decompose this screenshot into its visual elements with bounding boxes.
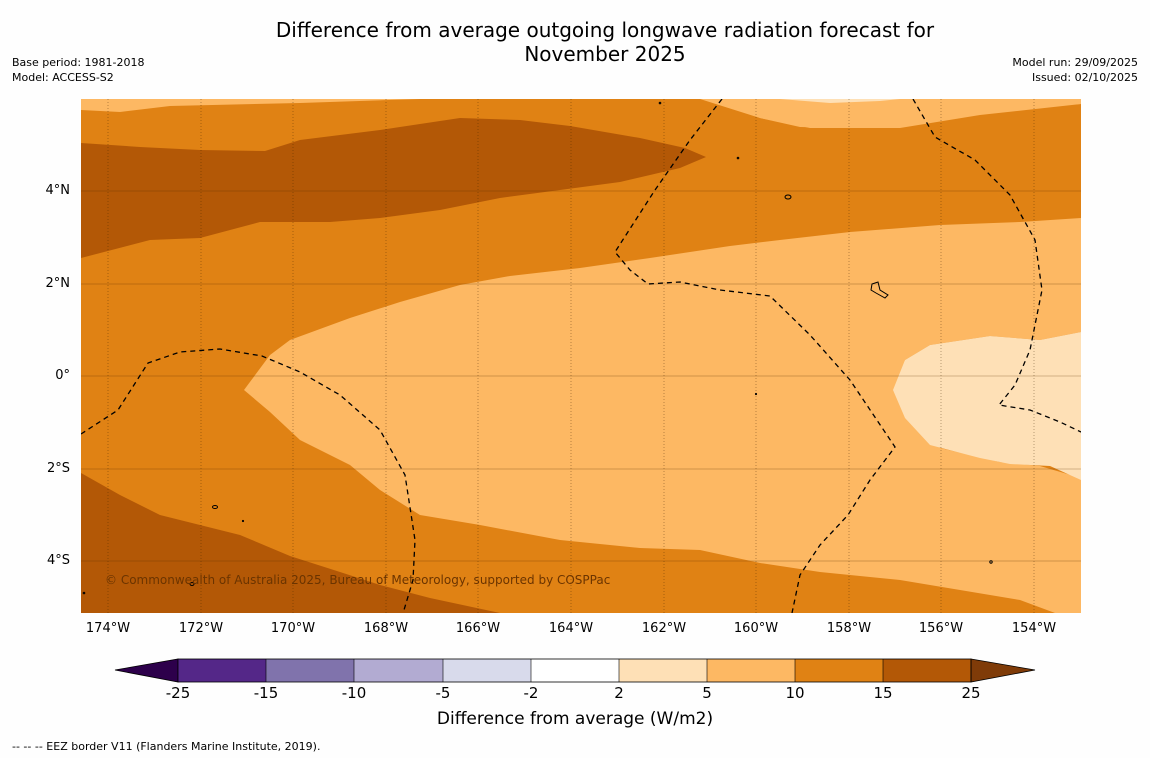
map-plot-area: © Commonwealth of Australia 2025, Bureau… xyxy=(81,99,1081,613)
colorbar-tick-label: -2 xyxy=(523,684,539,702)
model-run: Model run: 29/09/2025 xyxy=(1012,56,1138,69)
contour-2-5-top xyxy=(780,99,900,103)
meta-right: Model run: 29/09/2025 Issued: 02/10/2025 xyxy=(1012,55,1138,85)
map-title: Difference from average outgoing longwav… xyxy=(200,18,1010,66)
colorbar-bin-3 xyxy=(354,659,443,682)
contour-5-10-central xyxy=(244,218,1081,613)
colorbar-tick-label: 5 xyxy=(702,684,712,702)
colorbar-title: Difference from average (W/m2) xyxy=(436,709,714,729)
colorbar-bin-2 xyxy=(266,659,354,682)
lat-label: 4°N xyxy=(45,183,71,198)
lon-label: 168°W xyxy=(363,621,409,636)
lat-label: 4°S xyxy=(46,553,70,568)
colorbar-bin-4 xyxy=(443,659,531,682)
colorbar-tick-label: -5 xyxy=(435,684,451,702)
lon-label: 166°W xyxy=(455,621,501,636)
lon-label: 174°W xyxy=(85,621,131,636)
colorbar-tick-label: -25 xyxy=(165,684,191,702)
colorbar-min-extend xyxy=(114,658,179,683)
model-name: Model: ACCESS-S2 xyxy=(12,71,114,84)
colorbar-tick-label: 10 xyxy=(785,684,805,702)
colorbar-bin-7 xyxy=(707,659,795,682)
map-title-line1: Difference from average outgoing longwav… xyxy=(275,18,935,42)
lon-label: 158°W xyxy=(826,621,872,636)
map-title-line2: November 2025 xyxy=(524,42,686,66)
colorbar-bin-8 xyxy=(795,659,883,682)
eez-footnote: -- -- -- EEZ border V11 (Flanders Marine… xyxy=(12,740,321,753)
lon-label: 170°W xyxy=(270,621,316,636)
lon-label: 156°W xyxy=(918,621,964,636)
colorbar-bin-5 xyxy=(531,659,619,682)
contour-15-25-north xyxy=(81,118,706,258)
copyright-text: © Commonwealth of Australia 2025, Bureau… xyxy=(105,573,610,587)
lon-label: 172°W xyxy=(178,621,224,636)
colorbar-tick-label: 25 xyxy=(961,684,981,702)
colorbar xyxy=(114,658,1036,683)
lat-label: 0° xyxy=(55,368,70,383)
lon-label: 164°W xyxy=(548,621,594,636)
base-period: Base period: 1981-2018 xyxy=(12,56,145,69)
lat-label: 2°S xyxy=(46,461,70,476)
eez-borders xyxy=(81,99,1081,613)
colorbar-max-extend xyxy=(970,658,1036,683)
colorbar-tick-label: 2 xyxy=(614,684,624,702)
lat-label: 2°N xyxy=(45,276,71,291)
contour-5-10-top-right xyxy=(720,99,1081,128)
lon-label: 162°W xyxy=(641,621,687,636)
meta-left: Base period: 1981-2018 Model: ACCESS-S2 xyxy=(12,55,144,85)
colorbar-bin-6 xyxy=(619,659,707,682)
colorbar-bin-9 xyxy=(883,659,971,682)
colorbar-tick-label: 15 xyxy=(873,684,893,702)
lon-label: 154°W xyxy=(1011,621,1057,636)
lon-label: 160°W xyxy=(733,621,779,636)
latitude-gridlines xyxy=(81,190,1081,562)
colorbar-bin-1 xyxy=(178,659,266,682)
colorbar-tick-label: -15 xyxy=(253,684,279,702)
contour-15-25-south xyxy=(81,473,500,613)
colorbar-tick-label: -10 xyxy=(341,684,367,702)
issued-date: Issued: 02/10/2025 xyxy=(1031,71,1138,84)
islands xyxy=(82,101,993,595)
